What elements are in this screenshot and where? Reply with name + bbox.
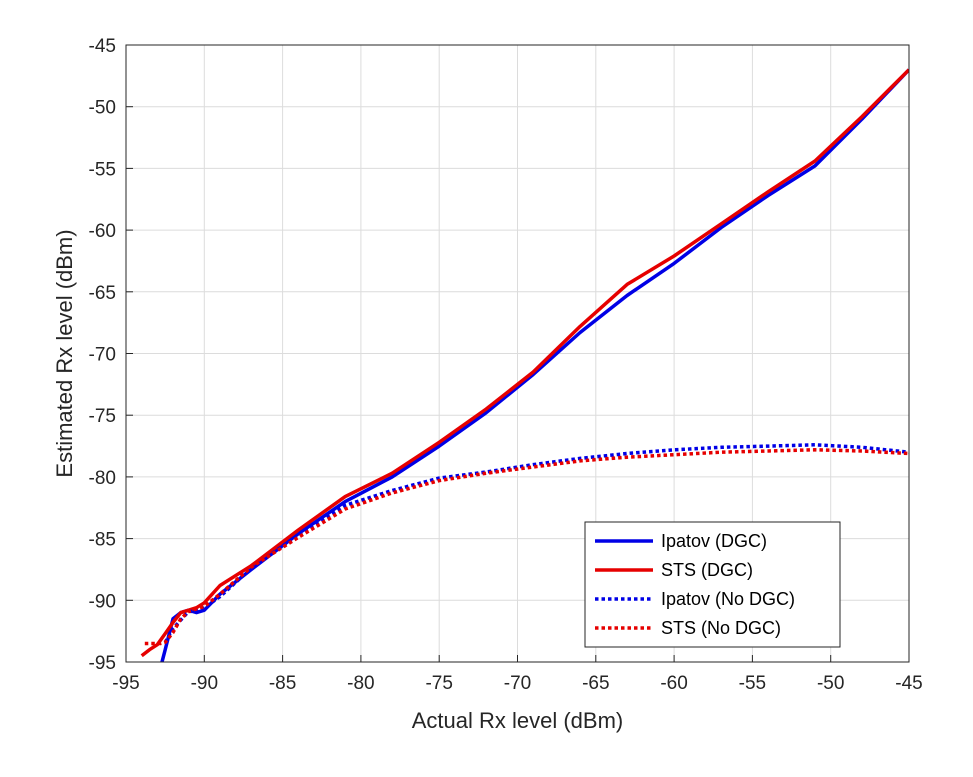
y-tick-label: -60 <box>89 221 116 242</box>
legend-label: STS (DGC) <box>661 560 753 580</box>
x-tick-label: -75 <box>425 673 452 694</box>
legend-box <box>584 521 841 648</box>
x-tick-label: -80 <box>347 673 374 694</box>
y-tick-label: -45 <box>89 36 116 57</box>
series-line-4 <box>144 448 909 646</box>
y-tick-label: -75 <box>89 406 116 427</box>
y-tick-label: -85 <box>89 530 116 551</box>
x-tick-label: -60 <box>660 673 687 694</box>
x-axis-label: Actual Rx level (dBm) <box>412 708 624 733</box>
x-tick-label: -85 <box>269 673 296 694</box>
axis-ticks: -95 -90 -85 -80 -75 -70 -65 -60 -55 -50 -45 -95 -90 -… <box>89 36 923 694</box>
y-axis-label: Estimated Rx level (dBm) <box>52 229 77 477</box>
x-tick-label: -70 <box>504 673 531 694</box>
y-tick-label: -90 <box>89 591 116 612</box>
x-tick-label: -45 <box>895 673 922 694</box>
series-lines <box>140 68 909 662</box>
y-tick-label: -50 <box>89 98 116 119</box>
x-tick-label: -90 <box>191 673 218 694</box>
legend-label: Ipatov (No DGC) <box>661 589 795 609</box>
x-tick-label: -65 <box>582 673 609 694</box>
y-tick-label: -55 <box>89 159 116 180</box>
legend: Ipatov (DGC) STS (DGC) Ipatov (No DGC) STS … <box>584 521 841 648</box>
y-tick-label: -95 <box>89 653 116 674</box>
y-tick-label: -65 <box>89 283 116 304</box>
legend-label: Ipatov (DGC) <box>661 531 767 551</box>
series-line-2 <box>140 68 909 658</box>
y-tick-label: -70 <box>89 345 116 366</box>
y-tick-label: -80 <box>89 468 116 489</box>
x-tick-label: -95 <box>112 673 139 694</box>
x-tick-label: -50 <box>817 673 844 694</box>
x-tick-label: -55 <box>739 673 766 694</box>
legend-label: STS (No DGC) <box>661 618 781 638</box>
